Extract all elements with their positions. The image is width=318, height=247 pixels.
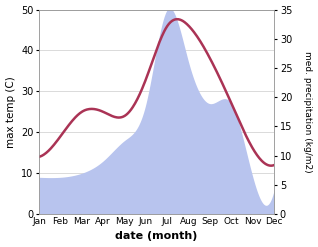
Y-axis label: max temp (C): max temp (C) <box>5 76 16 148</box>
Y-axis label: med. precipitation (kg/m2): med. precipitation (kg/m2) <box>303 51 313 173</box>
X-axis label: date (month): date (month) <box>115 231 198 242</box>
